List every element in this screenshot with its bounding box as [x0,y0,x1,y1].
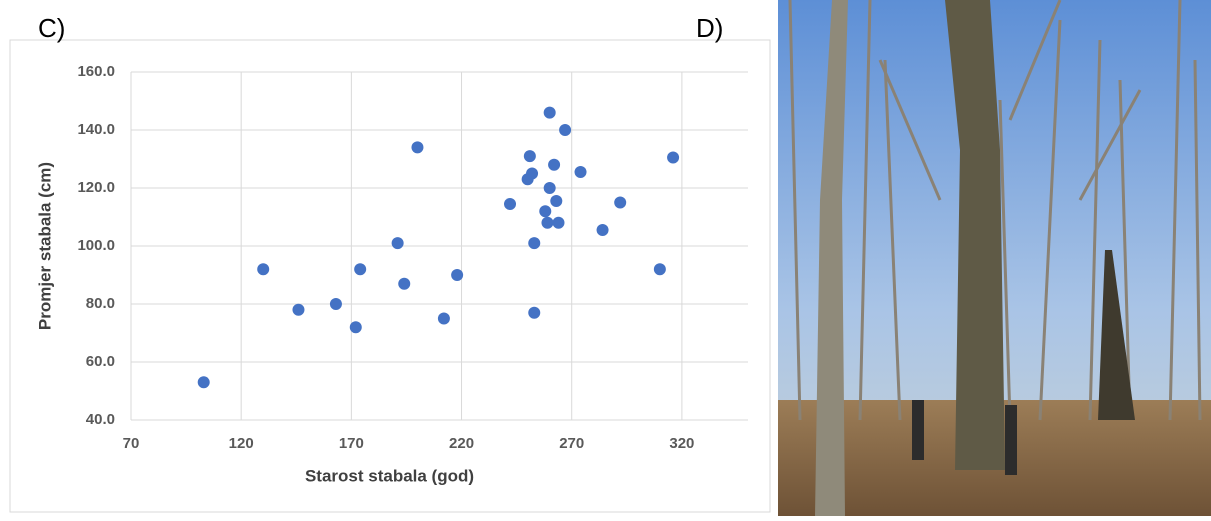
point [197,376,210,389]
x-tick-label: 70 [123,435,140,452]
x-tick-label: 120 [229,435,254,452]
point [614,196,627,209]
point [528,306,541,319]
point [528,237,541,250]
point [349,321,362,334]
y-tick-label: 60.0 [86,353,115,370]
point [543,182,556,194]
point [543,106,556,119]
point [411,141,424,154]
point [550,195,563,208]
point [391,237,404,250]
panel-label: C) [38,13,65,43]
photo [778,0,1211,516]
point [552,216,565,229]
point [526,167,539,180]
point [329,298,342,310]
point [437,312,450,325]
x-tick-label: 170 [339,435,364,452]
point [398,277,411,290]
point [667,151,680,164]
point [504,197,517,210]
y-tick-label: 100.0 [77,237,115,254]
chart-frame [9,39,771,513]
panel-label: D) [696,13,723,43]
x-axis-title: Starost stabala (god) [305,466,474,485]
point [653,263,666,276]
y-tick-label: 80.0 [86,295,115,312]
point [523,150,536,163]
y-axis-title: Promjer stabala (cm) [35,162,54,330]
y-tick-label: 160.0 [77,63,115,80]
y-tick-label: 120.0 [77,179,115,196]
point [451,269,464,281]
point [541,216,554,229]
x-tick-label: 320 [669,435,694,452]
point [548,158,561,171]
x-tick-label: 220 [449,435,474,452]
point [596,224,609,237]
point [292,303,305,316]
x-tick-label: 270 [559,435,584,452]
y-tick-label: 140.0 [77,121,115,138]
point [539,205,552,218]
y-tick-label: 40.0 [86,411,115,428]
point [354,263,367,276]
point [559,124,572,136]
point [574,166,587,179]
point [257,263,270,276]
